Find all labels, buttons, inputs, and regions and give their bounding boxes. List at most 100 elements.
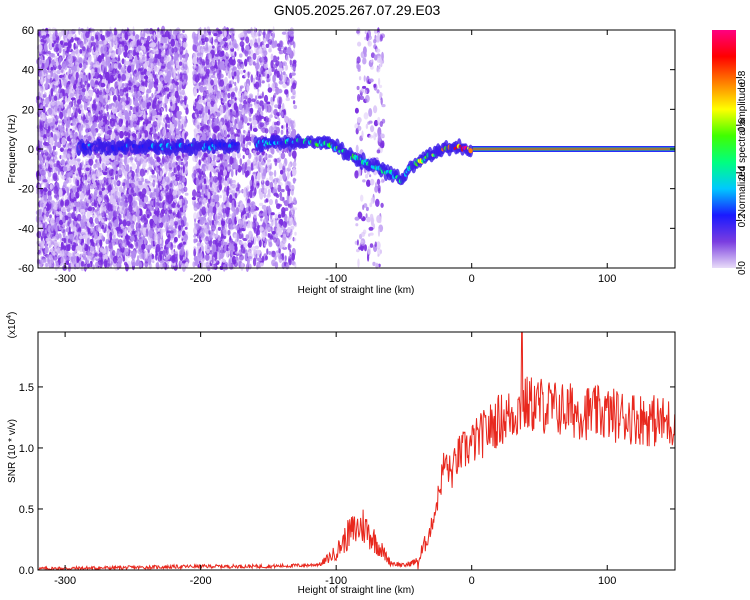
noise-speck (82, 68, 85, 72)
noise-speck (78, 131, 82, 140)
noise-speck (55, 151, 58, 156)
noise-speck (94, 81, 99, 85)
noise-speck (55, 60, 59, 67)
noise-speck (56, 141, 62, 149)
noise-speck (153, 56, 158, 64)
noise-speck (170, 230, 174, 234)
noise-speck (131, 64, 135, 71)
noise-speck (155, 104, 160, 112)
noise-speck (53, 95, 58, 101)
noise-speck (61, 137, 67, 146)
noise-speck (143, 28, 148, 33)
noise-speck (66, 256, 70, 261)
noise-speck (71, 244, 76, 251)
noise-speck (56, 247, 61, 254)
noise-speck (75, 191, 79, 199)
noise-speck (77, 124, 82, 134)
noise-speck (59, 111, 64, 120)
noise-speck (182, 29, 185, 34)
noise-speck (67, 238, 71, 243)
noise-speck (55, 116, 59, 122)
noise-speck (49, 217, 55, 226)
noise-speck (167, 124, 171, 128)
noise-speck (118, 163, 122, 169)
noise-speck (83, 62, 87, 70)
noise-speck (175, 135, 180, 141)
noise-speck (93, 230, 99, 240)
noise-speck (47, 27, 52, 36)
noise-speck (58, 43, 62, 49)
noise-speck (169, 233, 175, 239)
noise-speck (45, 168, 50, 172)
noise-speck (134, 180, 138, 186)
noise-speck (39, 114, 42, 118)
noise-speck (54, 141, 58, 147)
noise-speck (171, 249, 174, 254)
noise-speck (109, 118, 115, 127)
noise-speck (90, 261, 93, 266)
noise-speck (67, 119, 71, 129)
noise-speck (88, 126, 91, 132)
noise-speck (100, 82, 106, 88)
noise-speck (101, 219, 105, 223)
noise-speck (109, 263, 112, 269)
noise-speck (57, 241, 61, 247)
noise-speck (162, 45, 165, 49)
noise-speck (178, 35, 181, 44)
noise-speck (181, 89, 186, 96)
noise-speck (82, 214, 87, 224)
noise-speck (62, 166, 68, 172)
noise-speck (146, 101, 152, 107)
noise-speck (115, 88, 118, 97)
noise-speck (126, 105, 130, 109)
noise-speck (90, 197, 96, 202)
noise-speck (174, 180, 178, 187)
noise-speck (72, 185, 77, 193)
noise-speck (168, 65, 173, 70)
noise-speck (48, 132, 51, 138)
noise-speck (105, 95, 108, 103)
noise-speck (49, 40, 52, 45)
noise-speck (178, 184, 182, 190)
noise-speck (145, 98, 150, 103)
noise-speck (55, 212, 60, 217)
noise-speck (100, 109, 103, 115)
noise-speck (94, 217, 99, 223)
noise-speck (111, 105, 114, 113)
noise-speck (44, 249, 48, 254)
noise-speck (59, 104, 62, 113)
noise-speck (81, 222, 86, 227)
noise-speck (144, 169, 148, 173)
noise-speck (98, 190, 103, 196)
noise-speck (75, 117, 79, 122)
noise-speck (91, 202, 95, 207)
noise-speck (44, 208, 47, 215)
noise-speck (51, 178, 54, 182)
noise-speck (153, 97, 157, 104)
noise-speck (112, 161, 117, 170)
noise-speck (105, 71, 110, 81)
noise-speck (72, 132, 75, 136)
noise-speck (92, 214, 95, 219)
noise-speck (50, 87, 54, 97)
noise-speck (145, 228, 149, 238)
noise-speck (147, 155, 151, 164)
noise-speck (72, 136, 76, 145)
noise-speck (109, 183, 112, 191)
noise-speck (136, 90, 140, 100)
noise-speck (111, 67, 117, 77)
noise-speck (140, 225, 143, 230)
noise-speck (87, 106, 92, 111)
noise-speck (143, 196, 147, 204)
noise-speck (100, 205, 104, 213)
noise-speck (85, 119, 89, 124)
noise-speck (44, 229, 47, 234)
noise-speck (146, 168, 149, 175)
noise-speck (68, 104, 71, 109)
noise-speck (40, 182, 43, 186)
noise-speck (67, 145, 72, 150)
noise-speck (98, 257, 103, 266)
noise-speck (95, 153, 101, 159)
noise-speck (117, 81, 121, 86)
noise-speck (95, 39, 99, 48)
